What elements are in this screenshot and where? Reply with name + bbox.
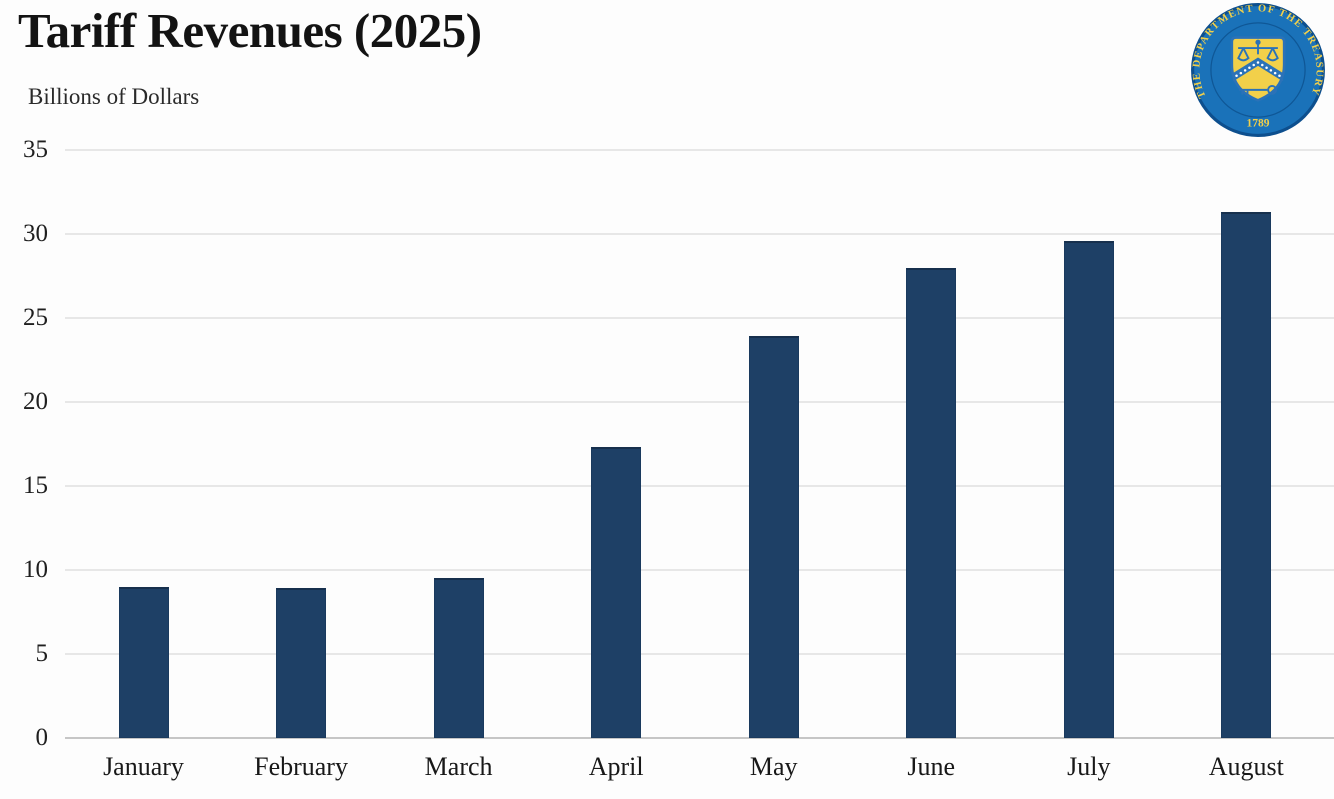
x-axis-label-july: July [1067,752,1111,781]
bar-august [1221,212,1272,738]
x-axis-label-january: January [103,752,184,781]
x-axis-label-june: June [907,752,956,781]
gridline-y-0 [65,737,1334,739]
bar-july [1063,240,1114,738]
y-axis-tick-label: 30 [23,220,48,247]
chevron-with-stars [1232,57,1284,82]
x-axis-label-august: August [1208,752,1284,781]
chart-subtitle: Billions of Dollars [28,84,200,109]
gridline-y-10 [65,569,1334,571]
y-axis-tick-label: 20 [23,388,48,415]
gridline-y-35 [65,149,1334,151]
gridline-y-25 [65,317,1334,319]
bar-february [276,588,327,738]
bar-june [906,267,957,738]
y-axis-tick-label: 25 [23,304,48,331]
bar-april [591,447,642,738]
gridline-y-30 [65,233,1334,235]
bar-january [118,586,169,738]
seal-shield [1230,36,1286,102]
treasury-seal-logo: THE DEPARTMENT OF THE TREASURY 1789 [1191,3,1325,137]
x-axis-label-may: May [749,752,798,781]
bar-may [748,336,799,738]
gridline-y-5 [65,653,1334,655]
gridline-y-15 [65,485,1334,487]
key-icon [1239,84,1278,95]
gridline-y-20 [65,401,1334,403]
x-axis-label-march: March [424,752,493,781]
scales-of-justice-icon [1236,39,1280,62]
seal-inner-ring [1210,22,1306,118]
y-axis-tick-label: 5 [35,640,49,667]
y-axis-tick-label: 0 [35,724,49,751]
seal-year-text: 1789 [1247,117,1270,129]
x-axis-label-april: April [588,752,644,781]
y-axis-tick-label: 35 [23,136,48,163]
y-axis-tick-label: 15 [23,472,48,499]
y-axis-tick-label: 10 [23,556,48,583]
bar-march [433,578,484,738]
chart-title: Tariff Revenues (2025) [18,3,482,58]
x-axis-label-february: February [254,752,348,781]
